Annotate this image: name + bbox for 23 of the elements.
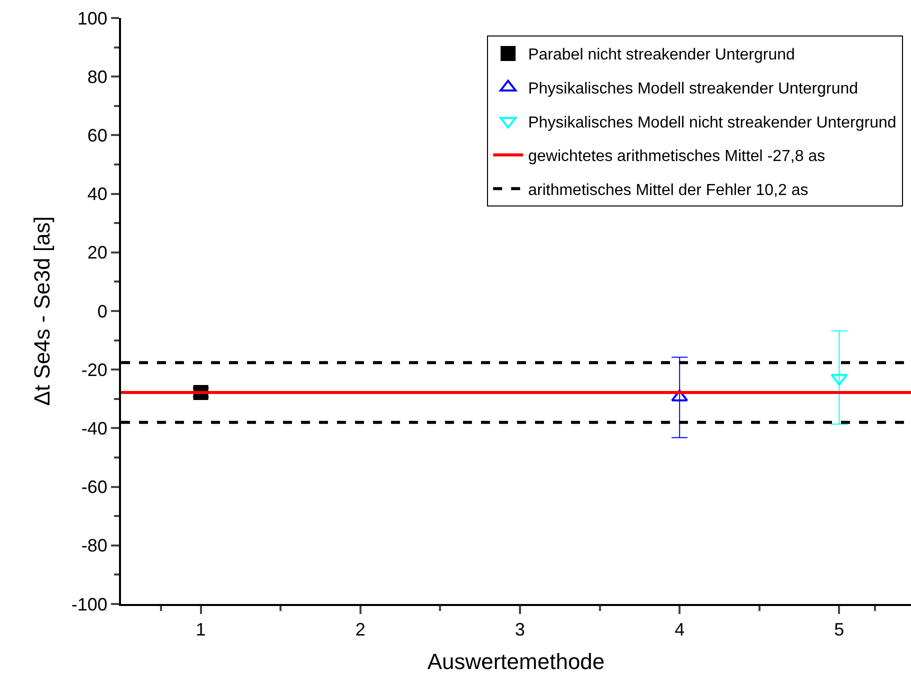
x-tick-label: 1 bbox=[196, 620, 206, 640]
y-tick-label: 40 bbox=[87, 184, 108, 204]
y-tick-label: 20 bbox=[87, 242, 108, 263]
y-tick-label: -80 bbox=[81, 536, 108, 556]
x-axis-title: Auswertemethode bbox=[427, 649, 605, 674]
y-tick-label: -60 bbox=[81, 477, 108, 498]
x-tick-label: 4 bbox=[674, 620, 685, 640]
x-tick-label: 5 bbox=[834, 620, 844, 640]
y-tick-label: -40 bbox=[81, 418, 108, 438]
legend-label: Physikalisches Modell nicht streakender Untergrund bbox=[528, 114, 896, 132]
legend-label: Parabel nicht streakender Untergrund bbox=[528, 46, 795, 64]
x-tick-label: 2 bbox=[355, 620, 366, 640]
y-tick-label: 80 bbox=[87, 66, 108, 87]
x-tick-label: 3 bbox=[514, 620, 525, 640]
legend-label: gewichtetes arithmetisches Mittel -27,8 as bbox=[528, 148, 826, 166]
y-tick-label: 0 bbox=[97, 301, 108, 322]
y-tick-label: -100 bbox=[71, 594, 108, 614]
legend-label: arithmetisches Mittel der Fehler 10,2 as bbox=[528, 182, 808, 199]
y-tick-label: 60 bbox=[87, 126, 108, 146]
y-tick-label: 100 bbox=[77, 8, 108, 28]
legend-label: Physikalisches Modell streakender Untergrund bbox=[528, 80, 858, 98]
y-axis-title: Δt Se4s - Se3d [as] bbox=[30, 216, 55, 406]
y-tick-label: -20 bbox=[81, 360, 108, 380]
